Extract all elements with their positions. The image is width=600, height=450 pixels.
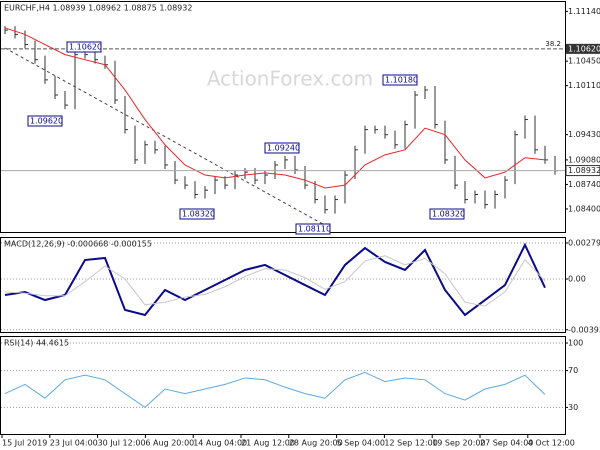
x-tick-label: 21 Aug 12:00	[241, 439, 295, 448]
annotation-box	[179, 208, 215, 220]
y-tick-label: 1.08740	[568, 180, 600, 189]
y-tick-label: 1.09080	[568, 155, 600, 164]
annotation-box	[264, 142, 300, 154]
watermark: ActionForex.com	[207, 67, 373, 91]
level-label: 1.10620	[568, 44, 600, 53]
annotation: 1.09620	[30, 117, 63, 126]
fib-label: 38.2	[545, 40, 561, 48]
annotation: 1.10180	[385, 76, 418, 85]
macd-title: MACD(12,26,9) -0.000668 -0.000155	[4, 240, 152, 249]
y-tick-label: 1.09430	[568, 130, 600, 139]
x-tick-label: 19 Sep 20:00	[432, 439, 485, 448]
y-tick-label: 1.10110	[568, 81, 600, 90]
indicator-line	[4, 371, 546, 409]
indicator-line	[4, 242, 546, 317]
annotation: 1.08110	[298, 225, 331, 234]
y-tick-label: 100	[568, 339, 583, 348]
y-tick-label: -0.003938	[568, 325, 600, 334]
x-tick-label: 27 Sep 04:00	[480, 439, 533, 448]
x-tick-label: 28 Aug 20:00	[289, 439, 343, 448]
macd-panel	[0, 237, 566, 333]
annotation-box	[429, 208, 465, 220]
annotation-box	[27, 115, 63, 127]
y-tick-label: 70	[568, 366, 578, 375]
x-tick-label: 6 Aug 20:00	[145, 439, 194, 448]
y-tick-label: 0.002793	[568, 238, 600, 247]
moving-average	[4, 27, 546, 189]
x-tick-label: 30 Jul 12:00	[98, 439, 146, 448]
rsi-panel	[0, 336, 566, 435]
indicator-line	[4, 255, 546, 307]
annotation: 1.10620	[69, 43, 102, 52]
x-tick-label: 14 Aug 04:00	[193, 439, 247, 448]
x-tick-label: 4 Oct 12:00	[528, 439, 575, 448]
y-tick-label: 0.00	[568, 275, 586, 284]
y-tick-label: 1.11140	[568, 7, 600, 16]
chart-title: EURCHF,H4 1.08939 1.08962 1.08875 1.0893…	[4, 4, 192, 13]
x-tick-label: 5 Sep 04:00	[337, 439, 385, 448]
y-tick-label: 30	[568, 403, 578, 412]
main-panel	[0, 1, 566, 233]
x-tick-label: 15 Jul 2019	[2, 439, 47, 448]
annotation: 1.08320	[432, 210, 465, 219]
y-tick-label: 1.10450	[568, 57, 600, 66]
rsi-title: RSI(14) 44.4615	[4, 339, 69, 348]
level-box	[566, 43, 600, 54]
y-tick-label: 1.08400	[568, 204, 600, 213]
annotation-box	[66, 41, 102, 53]
annotation: 1.09240	[267, 144, 300, 153]
x-tick-label: 23 Jul 04:00	[50, 439, 98, 448]
last-label: 1.08932	[568, 166, 600, 175]
x-tick-label: 12 Sep 12:00	[384, 439, 437, 448]
annotation-box	[382, 74, 418, 86]
trend-line	[4, 47, 331, 229]
annotation-box	[295, 223, 331, 235]
annotation: 1.08320	[182, 210, 215, 219]
last-box	[565, 165, 600, 177]
